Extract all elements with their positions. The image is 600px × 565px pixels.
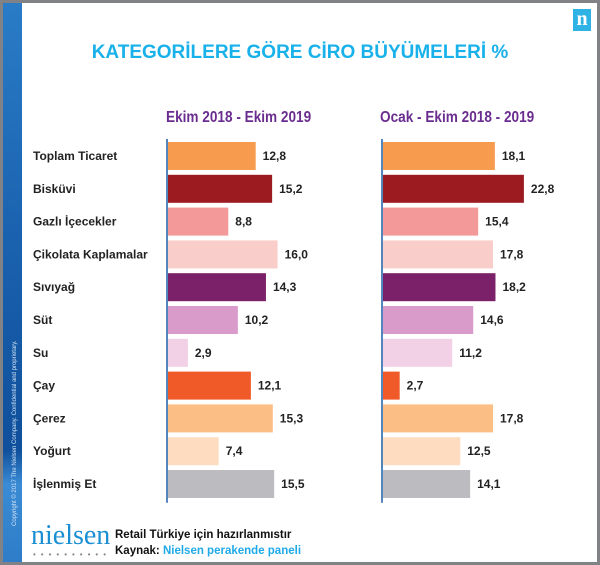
bar — [168, 404, 273, 433]
category-label: Bisküvi — [33, 182, 76, 196]
bar — [168, 306, 238, 334]
data-label: 14,6 — [480, 313, 504, 327]
chart-left-title: Ekim 2018 - Ekim 2019 — [166, 109, 312, 126]
data-label: 12,5 — [467, 444, 491, 458]
category-label: Çerez — [33, 411, 66, 425]
nielsen-logo: nielsen — [31, 520, 111, 551]
data-label: 15,5 — [281, 477, 305, 491]
category-label: Yoğurt — [33, 444, 71, 458]
bar — [383, 437, 461, 466]
data-label: 15,4 — [485, 215, 509, 229]
data-label: 15,3 — [280, 411, 304, 425]
source-label: Kaynak: — [115, 545, 160, 557]
data-label: 10,2 — [245, 313, 269, 327]
category-label: İşlenmiş Et — [33, 476, 96, 491]
data-label: 12,1 — [258, 379, 282, 393]
bar — [383, 240, 494, 269]
bar — [168, 174, 273, 203]
chart-right-title: Ocak - Ekim 2018 - 2019 — [380, 109, 535, 126]
data-label: 2,9 — [195, 346, 212, 360]
data-label: 8,8 — [235, 215, 252, 229]
bar — [383, 470, 471, 498]
bar — [168, 338, 188, 367]
bar — [168, 273, 266, 302]
bar — [383, 273, 496, 302]
side-strip: Copyright © 2017 The Nielsen Company. Co… — [3, 3, 22, 562]
data-label: 7,4 — [226, 444, 243, 458]
nielsen-n-logo-icon: n — [573, 9, 591, 31]
bar-charts: Toplam Ticaret Bisküvi Gazlı İçecekler Çiko… — [33, 139, 555, 503]
category-label: Çikolata Kaplamalar — [33, 247, 148, 261]
category-label: Toplam Ticaret — [33, 149, 117, 163]
data-label: 17,8 — [500, 247, 524, 261]
data-label: 2,7 — [407, 379, 424, 393]
data-label: 17,8 — [500, 411, 524, 425]
bar — [168, 470, 275, 498]
data-label: 12,8 — [263, 149, 287, 163]
bar — [168, 207, 229, 236]
data-label: 11,2 — [459, 346, 482, 360]
source-value: Nielsen perakende paneli — [162, 545, 302, 557]
category-label: Süt — [33, 313, 52, 327]
data-label: 18,2 — [502, 280, 526, 294]
bar — [383, 306, 474, 334]
bar — [383, 174, 524, 203]
bar — [383, 142, 495, 170]
bar — [383, 207, 479, 236]
category-label: Gazlı İçecekler — [33, 214, 117, 229]
page-title: KATEGORİLERE GÖRE CİRO BÜYÜMELERİ % — [91, 42, 509, 63]
category-label: Çay — [33, 379, 55, 393]
data-label: 22,8 — [531, 182, 555, 196]
bar — [383, 371, 400, 400]
footer-line1: Retail Türkiye için hazırlanmıstır — [115, 529, 292, 541]
data-label: 16,0 — [285, 247, 309, 261]
bar — [168, 437, 219, 466]
bar — [168, 240, 278, 269]
data-label: 14,1 — [477, 477, 501, 491]
footer-source: Kaynak: Nielsen perakende paneli — [115, 545, 301, 557]
data-label: 14,3 — [273, 280, 297, 294]
bar — [383, 338, 453, 367]
data-label: 15,2 — [279, 182, 303, 196]
logo-dots: •••••••••• — [33, 550, 112, 559]
bar — [168, 142, 256, 170]
bar — [168, 371, 251, 400]
category-label: Sıvıyağ — [33, 280, 75, 294]
data-label: 18,1 — [502, 149, 526, 163]
bar — [383, 404, 494, 433]
category-label: Su — [33, 346, 48, 360]
